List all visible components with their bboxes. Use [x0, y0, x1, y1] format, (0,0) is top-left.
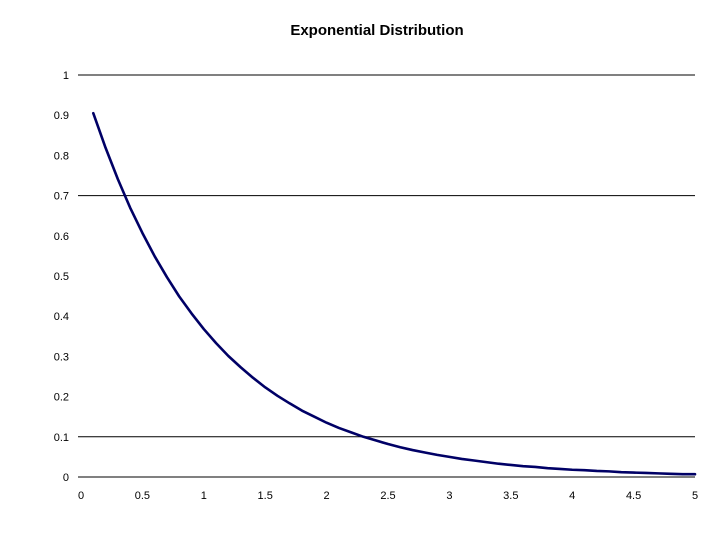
- x-tick-label: 0.5: [135, 490, 150, 502]
- x-tick-label: 4.5: [626, 490, 641, 502]
- x-tick-label: 1: [201, 490, 207, 502]
- y-tick-label: 0.9: [54, 110, 69, 122]
- y-tick-label: 0.1: [54, 432, 69, 444]
- y-tick-label: 0.4: [54, 311, 69, 323]
- y-tick-label: 0.3: [54, 351, 69, 363]
- x-axis-tick-labels: 0 0.5 1 1.5 2 2.5 3 3.5 4 4.5 5: [78, 490, 698, 502]
- x-tick-label: 0: [78, 490, 84, 502]
- y-tick-label: 0.5: [54, 271, 69, 283]
- x-tick-label: 3.5: [503, 490, 518, 502]
- y-tick-label: 0.8: [54, 150, 69, 162]
- x-tick-label: 2.5: [380, 490, 395, 502]
- y-tick-label: 0.7: [54, 191, 69, 203]
- x-tick-label: 4: [569, 490, 575, 502]
- x-tick-label: 2: [324, 490, 330, 502]
- y-tick-label: 0.2: [54, 392, 69, 404]
- x-tick-label: 5: [692, 490, 698, 502]
- y-tick-label: 1: [63, 70, 69, 82]
- gridlines: [78, 74, 695, 478]
- series-line: [91, 111, 697, 476]
- series-layer: [91, 111, 697, 476]
- chart-title: Exponential Distribution: [290, 22, 463, 39]
- y-tick-label: 0: [63, 472, 69, 484]
- y-tick-label: 0.6: [54, 231, 69, 243]
- x-tick-label: 3: [446, 490, 452, 502]
- x-tick-label: 1.5: [258, 490, 273, 502]
- y-axis-tick-labels: 0 0.1 0.2 0.3 0.4 0.5 0.6 0.7 0.8 0.9 1: [54, 70, 69, 484]
